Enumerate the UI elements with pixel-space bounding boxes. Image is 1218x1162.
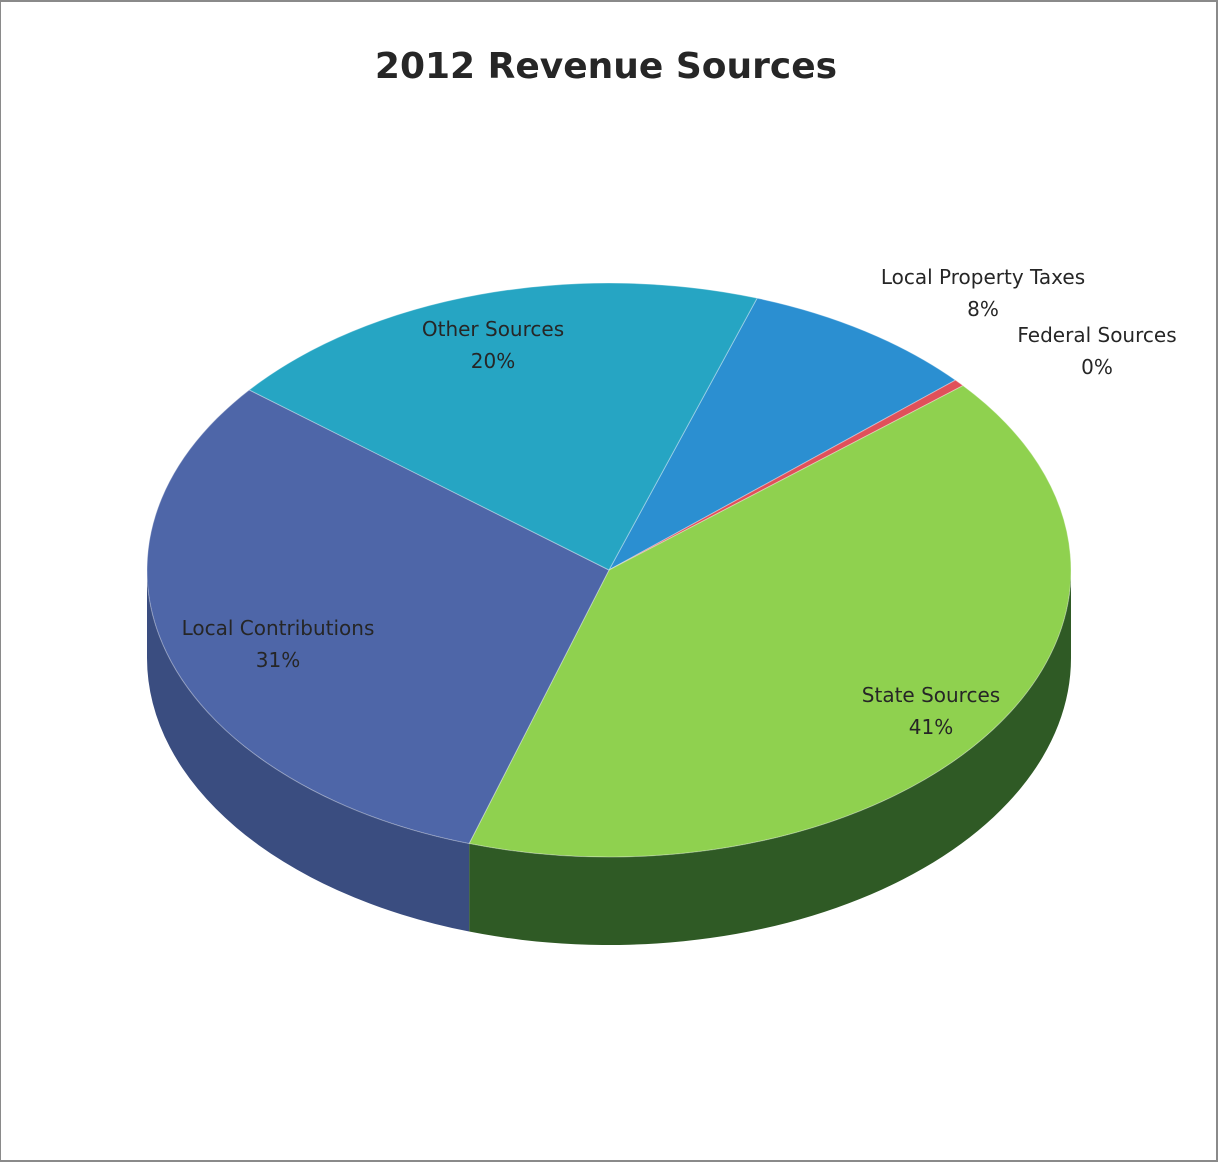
chart-title: 2012 Revenue Sources [374,46,838,87]
label-federal-sources: Federal Sources [1017,323,1176,347]
label-state-sources: State Sources [862,683,1000,707]
label-pct-state-sources: 41% [909,715,953,739]
side-state-sources [469,570,1072,946]
label-pct-other-sources: 20% [471,349,515,373]
label-other-sources: Other Sources [422,317,564,341]
side-local-contributions [147,570,470,932]
label-pct-local-contributions: 31% [256,648,300,672]
slice-federal-sources[interactable] [608,379,964,571]
pie-sides [147,570,1072,946]
label-pct-federal-sources: 0% [1081,355,1113,379]
slice-state-sources[interactable] [468,385,1072,858]
slice-local-property-taxes[interactable] [607,297,957,572]
slice-local-contributions[interactable] [146,389,610,845]
label-pct-local-property-taxes: 8% [967,297,999,321]
pie-slices [146,282,1072,858]
slice-labels: Local Property Taxes 8% Federal Sources 0% S… [182,265,1177,739]
label-local-contributions: Local Contributions [182,616,375,640]
slice-other-sources[interactable] [248,282,758,571]
label-local-property-taxes: Local Property Taxes [881,265,1085,289]
